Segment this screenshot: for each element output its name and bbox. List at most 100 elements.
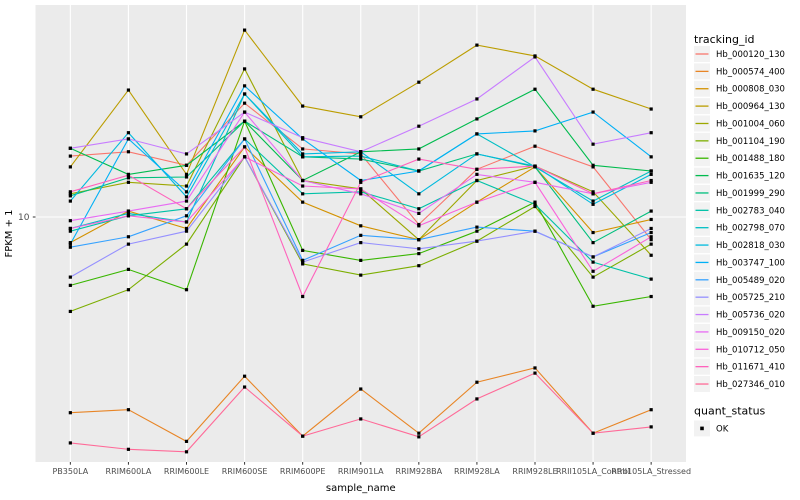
data-point <box>533 366 537 370</box>
data-point <box>649 294 653 299</box>
legend-quant-status: quant_status OK <box>694 404 766 437</box>
quant-legend-title: quant_status <box>694 404 766 417</box>
data-point <box>475 178 479 183</box>
data-point <box>359 157 363 161</box>
data-point <box>649 238 653 242</box>
data-point <box>68 411 72 415</box>
legend-item-Hb_010712_050: Hb_010712_050 <box>694 341 785 358</box>
data-point <box>533 229 537 233</box>
legend-item-Hb_003747_100: Hb_003747_100 <box>694 254 785 271</box>
data-point <box>126 288 131 292</box>
data-point <box>68 245 72 249</box>
data-point <box>475 152 479 156</box>
data-point <box>301 200 305 204</box>
data-point <box>417 157 421 161</box>
data-point <box>126 242 131 246</box>
data-point <box>475 97 479 101</box>
data-point <box>533 87 537 91</box>
data-point <box>359 178 363 183</box>
data-point <box>591 142 595 146</box>
data-point <box>591 269 595 273</box>
data-point <box>649 217 653 222</box>
data-points <box>68 28 653 454</box>
data-point <box>417 147 421 151</box>
data-point <box>417 431 421 435</box>
legend-item-Hb_000964_130: Hb_000964_130 <box>694 98 785 115</box>
x-tick-label: RRIM901LA <box>338 467 384 476</box>
data-point <box>475 200 479 204</box>
x-tick-label: RRII105LA_Stressed <box>611 467 691 476</box>
data-point <box>126 131 131 135</box>
data-point <box>591 230 595 235</box>
data-point <box>475 172 479 176</box>
legend-tracking-id: tracking_id Hb_000120_130 Hb_000574_400 Hb_… <box>694 33 785 393</box>
data-point <box>417 435 421 439</box>
y-tick-label: 10 <box>18 213 30 223</box>
data-point <box>359 154 363 158</box>
data-point <box>649 277 653 281</box>
data-point <box>126 150 131 154</box>
data-point <box>68 165 72 169</box>
data-point <box>68 226 72 231</box>
data-point <box>591 110 595 114</box>
data-point <box>359 180 363 184</box>
data-point <box>301 294 305 299</box>
x-axis-labels: PB350LA RRIM600LA RRIM600LE RRIM600SE RRIM60… <box>52 467 691 476</box>
data-point <box>301 155 305 159</box>
data-point <box>359 115 363 119</box>
data-point <box>533 144 537 148</box>
data-point <box>184 229 189 233</box>
data-point <box>242 385 247 389</box>
legend-item-Hb_027346_010: Hb_027346_010 <box>694 376 785 393</box>
data-point <box>68 154 72 158</box>
data-point <box>359 192 363 196</box>
legend-item-Hb_002783_040: Hb_002783_040 <box>694 202 785 219</box>
data-point <box>417 211 421 216</box>
data-point <box>184 288 189 292</box>
x-tick-label: PB350LA <box>52 467 88 476</box>
x-tick-label: RRIM600LE <box>164 467 209 476</box>
data-point <box>417 238 421 242</box>
data-point <box>533 204 537 209</box>
legend-item-Hb_000120_130: Hb_000120_130 <box>694 46 785 62</box>
data-point <box>68 283 72 287</box>
data-point <box>68 309 72 314</box>
data-point <box>184 199 189 203</box>
data-point <box>359 152 363 156</box>
data-point <box>301 262 305 266</box>
data-point <box>68 190 72 194</box>
x-tick-label: RRIM600PE <box>280 467 326 476</box>
data-point <box>591 431 595 435</box>
data-point <box>591 275 595 279</box>
legend-item-Hb_011671_410: Hb_011671_410 <box>694 358 785 375</box>
data-point <box>591 241 595 245</box>
data-point <box>359 258 363 262</box>
data-point <box>184 242 189 246</box>
data-point <box>242 137 247 141</box>
data-point <box>126 447 131 451</box>
legend-item-label: Hb_010712_050 <box>716 345 785 355</box>
data-point <box>417 224 421 228</box>
data-point <box>184 214 189 218</box>
data-point <box>649 172 653 176</box>
data-point <box>301 104 305 108</box>
data-point <box>591 199 595 203</box>
x-tick-label: RRII105LA_Control <box>556 467 630 476</box>
data-point <box>126 408 131 412</box>
data-point <box>649 425 653 429</box>
x-tick-label: RRIM600SE <box>222 467 268 476</box>
data-point <box>649 226 653 231</box>
data-point <box>417 169 421 173</box>
data-point <box>591 87 595 91</box>
data-point <box>359 224 363 228</box>
legend-item-Hb_002798_070: Hb_002798_070 <box>694 219 785 236</box>
data-point <box>184 184 189 188</box>
legend-item-Hb_001104_190: Hb_001104_190 <box>694 132 785 149</box>
data-point <box>591 165 595 169</box>
data-point <box>126 214 131 218</box>
data-point <box>533 200 537 204</box>
legend-item-label: Hb_011671_410 <box>716 363 785 373</box>
data-point <box>533 129 537 133</box>
legend-item-Hb_005489_020: Hb_005489_020 <box>694 271 785 288</box>
